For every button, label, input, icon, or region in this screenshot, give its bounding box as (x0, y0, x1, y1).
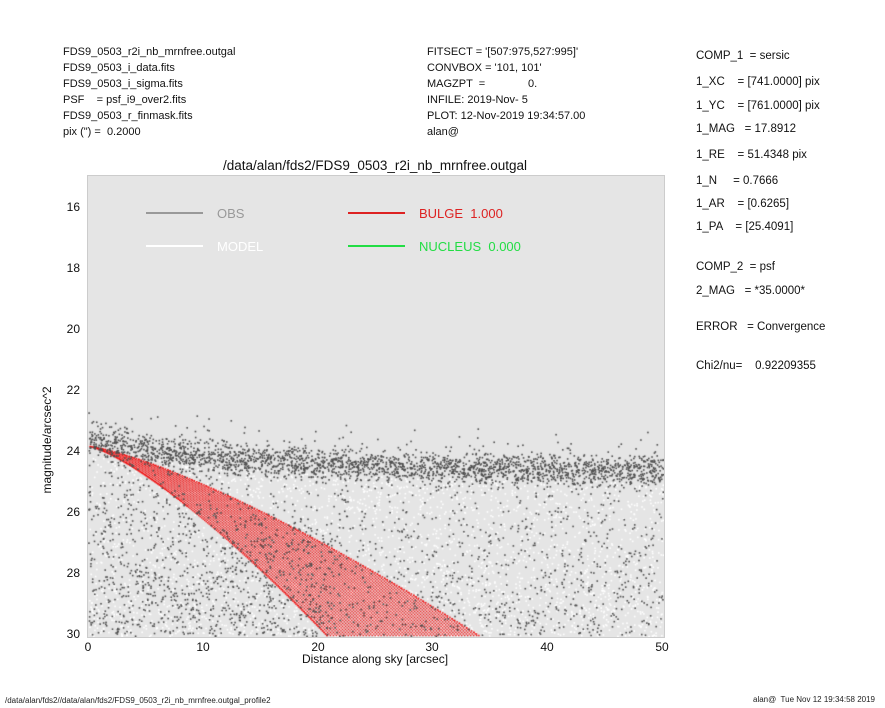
x-tick-10: 10 (196, 640, 210, 654)
info-fitsect: FITSECT = '[507:975,527:995]' (427, 46, 579, 58)
footer-path: /data/alan/fds2//data/alan/fds2/FDS9_050… (5, 696, 271, 705)
param-comp2: COMP_2 = psf (696, 261, 775, 273)
param-1ar: 1_AR = [0.6265] (696, 198, 790, 210)
x-tick-50: 50 (655, 640, 669, 654)
obs-legend-line (146, 212, 203, 214)
info-outgal-file: FDS9_0503_r2i_nb_mrnfree.outgal (63, 46, 236, 58)
x-tick-40: 40 (540, 640, 554, 654)
param-1mag: 1_MAG = 17.8912 (696, 123, 797, 135)
param-1yc: 1_YC = [761.0000] pix (696, 100, 820, 112)
scatter-plot-canvas (88, 176, 664, 637)
y-tick-22: 22 (66, 383, 80, 397)
info-plotdate: PLOT: 12-Nov-2019 19:34:57.00 (427, 110, 586, 122)
plot-area: OBS MODEL BULGE 1.000 NUCLEUS 0.000 (87, 175, 665, 638)
info-convbox: CONVBOX = '101, 101' (427, 62, 542, 74)
nucleus-legend-line (348, 245, 405, 247)
file-info-block: FDS9_0503_r2i_nb_mrnfree.outgal FDS9_050… (63, 44, 235, 140)
plot-title: /data/alan/fds2/FDS9_0503_r2i_nb_mrnfree… (223, 158, 527, 173)
info-mask-file: FDS9_0503_r_finmask.fits (63, 110, 193, 122)
y-tick-26: 26 (66, 505, 80, 519)
param-chi2nu: Chi2/nu= 0.92209355 (696, 360, 816, 372)
model-legend-label: MODEL (217, 239, 264, 254)
y-tick-30: 30 (66, 627, 80, 641)
bulge-legend-label: BULGE 1.000 (419, 206, 503, 221)
info-user: alan@ (427, 126, 459, 138)
y-tick-16: 16 (66, 200, 80, 214)
y-tick-28: 28 (66, 566, 80, 580)
param-1pa: 1_PA = [25.4091] (696, 221, 794, 233)
fit-info-block: FITSECT = '[507:975,527:995]' CONVBOX = … (427, 44, 585, 140)
nucleus-legend-label: NUCLEUS 0.000 (419, 239, 521, 254)
obs-legend-label: OBS (217, 206, 245, 221)
info-infile: INFILE: 2019-Nov- 5 (427, 94, 528, 106)
info-psf-file: PSF = psf_i9_over2.fits (63, 94, 187, 106)
y-tick-20: 20 (66, 322, 80, 336)
y-tick-18: 18 (66, 261, 80, 275)
bulge-legend-line (348, 212, 405, 214)
x-tick-30: 30 (425, 640, 439, 654)
x-tick-0: 0 (84, 640, 92, 654)
param-comp1: COMP_1 = sersic (696, 50, 790, 62)
footer-timestamp: alan@ Tue Nov 12 19:34:58 2019 (753, 695, 875, 704)
param-2mag: 2_MAG = *35.0000* (696, 285, 806, 297)
y-tick-24: 24 (66, 444, 80, 458)
info-pixscale: pix (") = 0.2000 (63, 126, 141, 138)
info-magzpt: MAGZPT = 0. (427, 78, 538, 90)
x-tick-20: 20 (311, 640, 325, 654)
y-axis-title: magnitude/arcsec^2 (40, 386, 54, 494)
info-data-file: FDS9_0503_i_data.fits (63, 62, 175, 74)
param-1re: 1_RE = 51.4348 pix (696, 149, 807, 161)
x-axis-title: Distance along sky [arcsec] (301, 652, 449, 666)
info-sigma-file: FDS9_0503_i_sigma.fits (63, 78, 183, 90)
param-error: ERROR = Convergence (696, 321, 826, 333)
model-legend-line (146, 245, 203, 247)
param-1xc: 1_XC = [741.0000] pix (696, 76, 820, 88)
param-1n: 1_N = 0.7666 (696, 175, 779, 187)
